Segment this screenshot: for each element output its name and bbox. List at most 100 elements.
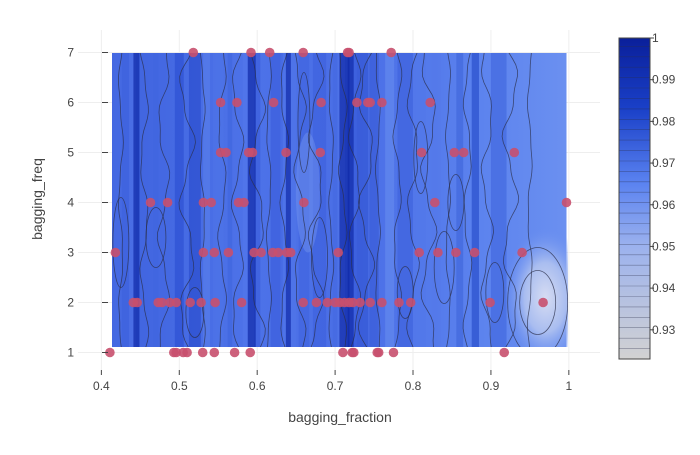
trial-point	[352, 97, 362, 108]
colorbar-tick-label: 0.96	[652, 198, 676, 212]
contour-band	[415, 53, 426, 347]
x-tick-label: 0.5	[171, 379, 188, 393]
trial-point	[509, 147, 520, 158]
contour-band	[188, 53, 201, 347]
trial-point	[451, 247, 461, 258]
contour-band-dark	[347, 53, 354, 347]
trial-point	[185, 297, 195, 308]
contour-band-dark	[285, 53, 291, 347]
trial-point	[247, 147, 258, 158]
trial-point	[333, 247, 344, 258]
contour-loop	[185, 287, 205, 338]
trial-point	[485, 297, 495, 308]
contour-loop	[507, 247, 568, 347]
colorbar-tick-label: 0.99	[652, 73, 676, 87]
y-tick-label: 2	[67, 296, 74, 310]
contour-band-dark	[133, 53, 140, 347]
contour-band	[490, 53, 507, 347]
contour-band	[254, 53, 261, 347]
trial-point	[298, 297, 309, 308]
contour-band	[227, 53, 233, 347]
contour-line	[279, 53, 290, 347]
y-tick-label: 6	[67, 96, 74, 110]
contour-line	[527, 53, 533, 347]
trial-point	[458, 147, 469, 158]
contour-loop	[447, 174, 465, 231]
trial-point	[316, 97, 326, 108]
x-axis-title: bagging_fraction	[288, 409, 392, 425]
trial-point	[162, 197, 173, 208]
trial-point	[538, 297, 548, 308]
contour-band	[471, 53, 479, 347]
trial-point	[433, 247, 443, 258]
colorbar-tick-label: 1	[652, 31, 659, 45]
trial-point	[229, 347, 240, 358]
x-axis: 0.4 0.5 0.6 0.7 0.8 0.9 1	[93, 370, 572, 393]
contour-band	[112, 53, 122, 347]
trial-point	[105, 347, 115, 358]
x-tick-label: 0.9	[483, 379, 500, 393]
trial-point	[145, 197, 156, 208]
trial-point	[449, 147, 460, 158]
contour-loop	[433, 231, 455, 304]
contour-band	[129, 53, 137, 347]
contour-line	[117, 53, 124, 347]
contour-line	[480, 53, 494, 347]
trial-point	[517, 247, 527, 258]
colorbar: 1 0.99 0.98 0.97 0.96 0.95 0.94 0.93	[618, 31, 676, 360]
trial-point	[373, 347, 384, 358]
contour-band	[270, 53, 283, 347]
contour-line	[248, 53, 266, 347]
trial-point	[414, 247, 425, 258]
trial-point	[236, 297, 247, 308]
contour-loop	[519, 270, 557, 335]
y-axis-title: bagging_freq	[29, 158, 45, 240]
y-tick-label: 7	[67, 46, 74, 60]
trial-point	[132, 297, 142, 308]
contour-band	[397, 53, 413, 347]
trial-point	[355, 297, 365, 308]
trial-point	[268, 97, 279, 108]
trial-point	[264, 47, 275, 58]
trial-point	[469, 247, 480, 258]
trial-point	[198, 247, 209, 258]
contour-line	[501, 53, 520, 347]
colorbar-tick-label: 0.97	[652, 156, 676, 170]
trial-point	[239, 197, 249, 208]
trial-point	[209, 247, 220, 258]
trial-point	[377, 97, 387, 108]
trial-point	[425, 97, 436, 108]
contour-loop	[311, 217, 328, 298]
contour-line	[445, 53, 451, 347]
trial-point	[285, 247, 296, 258]
trial-point	[348, 297, 358, 308]
trial-point	[182, 347, 192, 358]
trial-point	[298, 47, 309, 58]
contour-loop	[396, 266, 414, 319]
trial-point	[256, 247, 266, 258]
colorbar-scale	[618, 37, 651, 360]
trial-point	[394, 297, 404, 308]
contour-line	[266, 53, 272, 347]
trial-point	[388, 347, 399, 358]
contour-band	[385, 53, 395, 347]
trial-point	[499, 347, 510, 358]
contour-light-region	[295, 132, 320, 253]
y-axis: 1 2 3 4 5 6 7	[67, 46, 108, 360]
x-tick-label: 0.8	[405, 379, 422, 393]
colorbar-tick-label: 0.93	[652, 323, 676, 337]
y-tick-label: 5	[67, 146, 74, 160]
contour-loop	[413, 121, 429, 194]
contour-band	[332, 53, 338, 347]
trial-point	[246, 47, 256, 58]
trial-point	[215, 97, 226, 108]
trial-point	[210, 297, 220, 308]
y-tick-label: 3	[67, 246, 74, 260]
trial-point	[377, 297, 387, 308]
trial-point	[386, 47, 397, 58]
x-tick-label: 0.6	[249, 379, 266, 393]
colorbar-tick-label: 0.95	[652, 239, 676, 253]
trial-point	[198, 197, 209, 208]
